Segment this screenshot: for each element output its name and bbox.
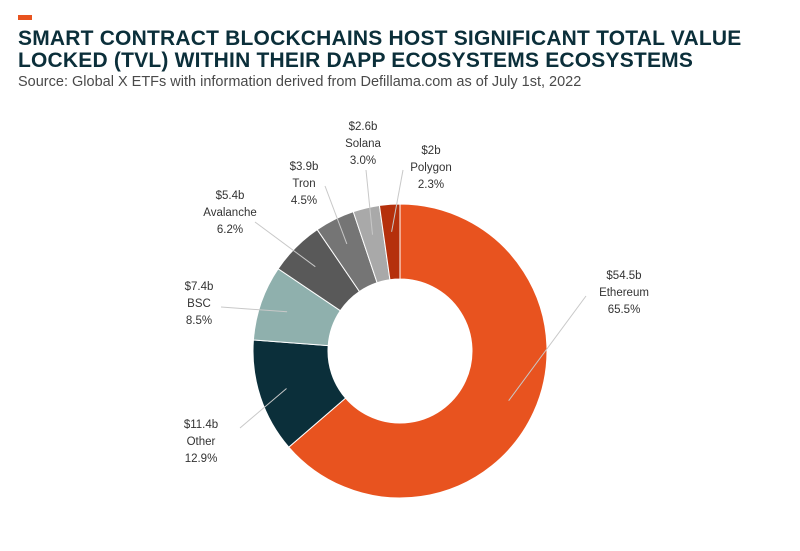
label-polygon-percent: 2.3% <box>418 179 444 191</box>
label-tron-percent: 4.5% <box>291 195 317 207</box>
leader-line-ethereum <box>508 295 587 401</box>
label-polygon-name: Polygon <box>410 162 452 174</box>
leader-line-tron <box>324 185 348 245</box>
label-bsc-percent: 8.5% <box>186 315 212 327</box>
label-solana-percent: 3.0% <box>350 155 376 167</box>
label-other-percent: 12.9% <box>185 453 218 465</box>
leader-line-group <box>220 169 587 429</box>
label-other-amount: $11.4b <box>184 419 218 431</box>
slice-group <box>252 203 548 499</box>
label-tron-amount: $3.9b <box>290 161 319 173</box>
leader-line-other <box>239 388 287 429</box>
label-bsc-amount: $7.4b <box>185 281 214 293</box>
label-ethereum-name: Ethereum <box>599 287 649 299</box>
leader-line-solana <box>365 169 374 235</box>
label-polygon-amount: $2b <box>421 145 440 157</box>
label-ethereum-amount: $54.5b <box>606 270 641 282</box>
label-bsc-name: BSC <box>187 298 211 310</box>
chart-source: Source: Global X ETFs with information d… <box>18 74 582 90</box>
label-avalanche-percent: 6.2% <box>217 224 243 236</box>
label-solana-amount: $2.6b <box>349 121 378 133</box>
label-solana-name: Solana <box>345 138 381 150</box>
slice-ethereum <box>288 203 548 499</box>
label-avalanche-amount: $5.4b <box>216 190 245 202</box>
leader-line-avalanche <box>254 221 316 268</box>
label-other-name: Other <box>187 436 216 448</box>
label-ethereum-percent: 65.5% <box>608 304 641 316</box>
label-tron-name: Tron <box>292 178 315 190</box>
accent-bar <box>18 15 32 20</box>
chart-title: SMART CONTRACT BLOCKCHAINS HOST SIGNIFIC… <box>18 27 742 72</box>
leader-line-polygon <box>391 169 404 232</box>
leader-line-bsc <box>220 306 288 313</box>
label-group: $54.5b Ethereum 65.5% $11.4b Other 12.9% $7.4b… <box>184 121 649 465</box>
slice-polygon <box>378 203 401 281</box>
label-avalanche-name: Avalanche <box>203 207 257 219</box>
